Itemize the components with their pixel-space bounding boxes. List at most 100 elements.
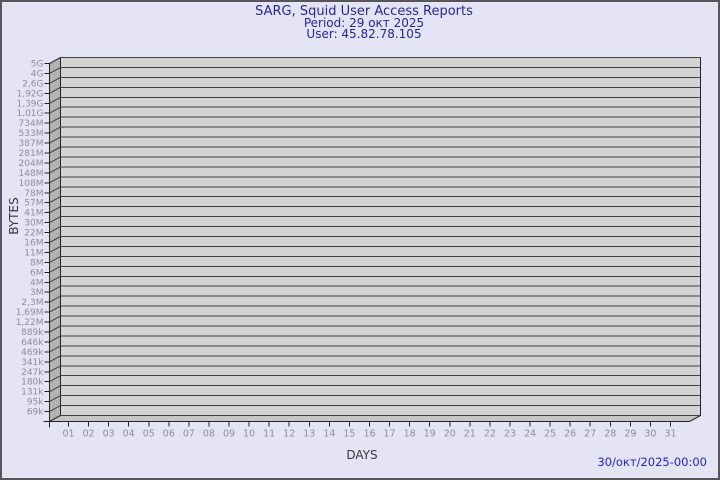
x-tick-label: 15: [343, 429, 355, 440]
x-tick-label: 27: [584, 429, 596, 440]
y-tick-label: 22M: [24, 229, 43, 239]
y-tick-label: 131k: [21, 388, 44, 398]
y-tick-label: 8M: [30, 258, 44, 268]
wall-diagonal-line: [49, 116, 61, 124]
x-tick-label: 02: [83, 429, 95, 440]
wall-diagonal-line: [49, 246, 61, 253]
y-tick-label: 4M: [30, 278, 44, 288]
chart-title-group: SARG, Squid User Access Reports Period: …: [255, 4, 473, 41]
x-tick-label: 22: [484, 429, 496, 440]
wall-diagonal-line: [49, 176, 61, 184]
x-tick-label: 20: [444, 429, 456, 440]
plot-bottom-wall: [49, 415, 701, 422]
y-tick-label: 469k: [21, 348, 44, 358]
y-tick-label: 57M: [24, 199, 43, 209]
wall-diagonal-line: [49, 385, 61, 393]
y-tick-label: 1,22M: [16, 318, 44, 328]
y-tick-label: 3M: [30, 288, 44, 298]
wall-diagonal-line: [49, 166, 61, 174]
wall-diagonal-line: [49, 395, 61, 403]
wall-diagonal-line: [49, 57, 61, 64]
x-tick-label: 25: [544, 429, 556, 440]
x-axis-title: DAYS: [346, 448, 377, 462]
x-tick-label: 08: [203, 429, 215, 440]
wall-diagonal-line: [49, 67, 61, 74]
wall-diagonal-line: [49, 305, 61, 313]
x-tick-label: 30: [644, 429, 656, 440]
x-tick-label: 29: [624, 429, 636, 440]
y-tick-label: 16M: [24, 239, 43, 249]
wall-diagonal-line: [49, 206, 61, 214]
y-tick-label: 1,39G: [16, 99, 43, 109]
wall-diagonal-line: [49, 265, 61, 273]
y-tick-label: 281M: [19, 149, 44, 159]
y-tick-label: 69k: [27, 408, 44, 418]
y-tick-label: 247k: [21, 368, 44, 378]
y-tick-label: 30M: [24, 219, 43, 229]
x-tick-label: 28: [604, 429, 616, 440]
x-tick-label: 21: [464, 429, 476, 440]
x-tick-label: 12: [283, 429, 295, 440]
footer-timestamp: 30/окт/2025-00:00: [597, 455, 707, 469]
wall-diagonal-line: [49, 226, 61, 233]
y-tick-label: 387M: [19, 139, 44, 149]
y-tick-label: 533M: [19, 129, 44, 139]
wall-diagonal-line: [49, 335, 61, 343]
x-tick-label: 11: [263, 429, 275, 440]
wall-diagonal-line: [49, 136, 61, 144]
x-tick-label: 16: [363, 429, 375, 440]
y-tick-label: 1,01G: [16, 109, 43, 119]
x-tick-label: 06: [163, 429, 175, 440]
wall-diagonal-line: [49, 196, 61, 204]
wall-diagonal-line: [49, 345, 61, 353]
y-tick-label: 2,3M: [21, 298, 43, 308]
y-tick-label: 11M: [24, 248, 43, 258]
wall-diagonal-line: [49, 126, 61, 134]
y-tick-label: 180k: [21, 378, 44, 388]
x-tick-label: 23: [504, 429, 516, 440]
y-tick-label: 1,69M: [16, 308, 44, 318]
y-tick-label: 341k: [21, 358, 44, 368]
wall-diagonal-line: [49, 86, 61, 94]
x-tick-label: 09: [223, 429, 235, 440]
y-tick-label: 41M: [24, 209, 43, 219]
x-tick-label: 17: [384, 429, 396, 440]
y-tick-label: 78M: [24, 189, 43, 199]
y-tick-label: 148M: [19, 169, 44, 179]
wall-diagonal-line: [49, 405, 61, 412]
wall-diagonal-line: [49, 415, 61, 422]
x-tick-label: 03: [103, 429, 115, 440]
x-tick-label: 01: [62, 429, 74, 440]
wall-diagonal-line: [49, 275, 61, 283]
wall-diagonal-line: [49, 76, 61, 84]
plot-3d-box: 5G4G2,6G1,92G1,39G1,01G734M533M387M281M2…: [16, 56, 701, 440]
x-tick-label: 18: [404, 429, 416, 440]
chart-title: SARG, Squid User Access Reports: [255, 4, 473, 19]
y-tick-label: 1,92G: [16, 89, 43, 99]
chart-period-line: Period: 29 окт 2025: [304, 16, 424, 30]
chart-user-line: User: 45.82.78.105: [306, 27, 421, 41]
y-tick-label: 5G: [31, 60, 44, 70]
y-tick-label: 204M: [19, 159, 44, 169]
wall-diagonal-line: [49, 146, 61, 154]
wall-diagonal-line: [49, 96, 61, 104]
x-tick-label: 07: [183, 429, 195, 440]
x-tick-label: 10: [243, 429, 255, 440]
y-tick-label: 4G: [31, 69, 44, 79]
wall-diagonal-line: [49, 365, 61, 373]
y-tick-label: 889k: [21, 328, 44, 338]
y-tick-label: 2,6G: [22, 79, 43, 89]
y-tick-label: 646k: [21, 338, 44, 348]
wall-diagonal-line: [49, 375, 61, 383]
y-axis-title: BYTES: [7, 197, 21, 234]
y-tick-label: 95k: [27, 398, 44, 408]
wall-diagonal-line: [49, 186, 61, 194]
x-tick-label: 05: [143, 429, 155, 440]
x-tick-label: 04: [123, 429, 135, 440]
wall-diagonal-line: [49, 325, 61, 333]
wall-diagonal-line: [49, 236, 61, 243]
wall-diagonal-line: [49, 255, 61, 263]
wall-diagonal-line: [49, 315, 61, 323]
